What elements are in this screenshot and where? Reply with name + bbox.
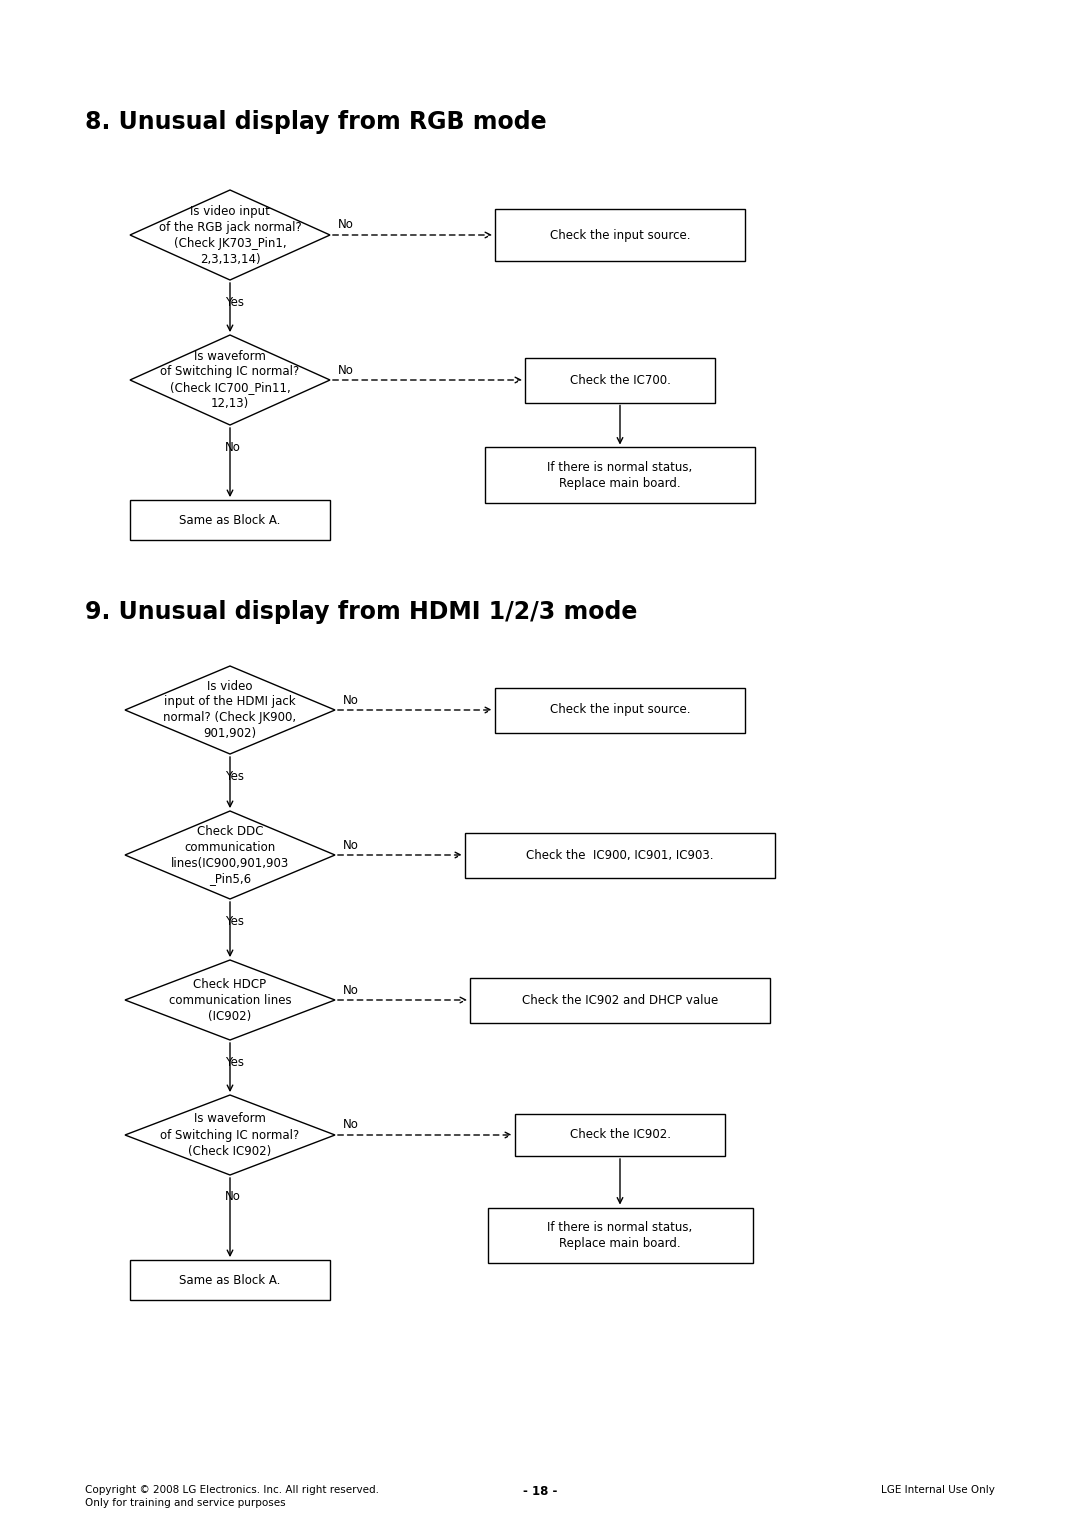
Bar [487, 1207, 753, 1262]
Bar [470, 978, 770, 1022]
Text: No: No [338, 219, 354, 232]
Text: No: No [225, 1190, 241, 1204]
Bar [525, 358, 715, 402]
Text: Check the input source.: Check the input source. [550, 229, 690, 241]
Text: If there is normal status,
Replace main board.: If there is normal status, Replace main … [548, 1221, 692, 1250]
Text: Yes: Yes [225, 770, 244, 782]
Text: LGE Internal Use Only: LGE Internal Use Only [881, 1485, 995, 1494]
Bar [495, 209, 745, 261]
Text: Is video
input of the HDMI jack
normal? (Check JK900,
901,902): Is video input of the HDMI jack normal? … [163, 680, 297, 741]
Text: No: No [225, 440, 241, 454]
Text: - 18 -: - 18 - [523, 1485, 557, 1497]
Bar [495, 688, 745, 732]
Text: No: No [343, 694, 359, 706]
Text: Yes: Yes [225, 1056, 244, 1068]
Text: No: No [343, 1118, 359, 1132]
Text: No: No [343, 984, 359, 996]
Text: Same as Block A.: Same as Block A. [179, 1273, 281, 1287]
Text: No: No [338, 364, 354, 376]
Bar [130, 500, 330, 539]
Text: Is waveform
of Switching IC normal?
(Check IC902): Is waveform of Switching IC normal? (Che… [160, 1112, 299, 1158]
Text: Check the IC902.: Check the IC902. [569, 1129, 671, 1141]
Text: Check the input source.: Check the input source. [550, 703, 690, 717]
Text: No: No [343, 839, 359, 851]
Text: Check the IC902 and DHCP value: Check the IC902 and DHCP value [522, 993, 718, 1007]
Text: Check HDCP
communication lines
(IC902): Check HDCP communication lines (IC902) [168, 978, 292, 1022]
Text: Yes: Yes [225, 295, 244, 309]
Text: Is video input
of the RGB jack normal?
(Check JK703_Pin1,
2,3,13,14): Is video input of the RGB jack normal? (… [159, 205, 301, 266]
Text: Check DDC
communication
lines(IC900,901,903
_Pin5,6: Check DDC communication lines(IC900,901,… [171, 825, 289, 886]
Text: If there is normal status,
Replace main board.: If there is normal status, Replace main … [548, 460, 692, 489]
Text: Check the IC700.: Check the IC700. [569, 373, 671, 387]
Bar [485, 448, 755, 503]
Bar [130, 1261, 330, 1300]
Text: Is waveform
of Switching IC normal?
(Check IC700_Pin11,
12,13): Is waveform of Switching IC normal? (Che… [160, 350, 299, 411]
Text: Same as Block A.: Same as Block A. [179, 513, 281, 527]
Bar [465, 833, 775, 877]
Bar [515, 1114, 725, 1157]
Text: Copyright © 2008 LG Electronics. Inc. All right reserved.
Only for training and : Copyright © 2008 LG Electronics. Inc. Al… [85, 1485, 379, 1508]
Text: 9. Unusual display from HDMI 1/2/3 mode: 9. Unusual display from HDMI 1/2/3 mode [85, 601, 637, 623]
Text: Check the  IC900, IC901, IC903.: Check the IC900, IC901, IC903. [526, 848, 714, 862]
Text: Yes: Yes [225, 914, 244, 927]
Text: 8. Unusual display from RGB mode: 8. Unusual display from RGB mode [85, 110, 546, 134]
